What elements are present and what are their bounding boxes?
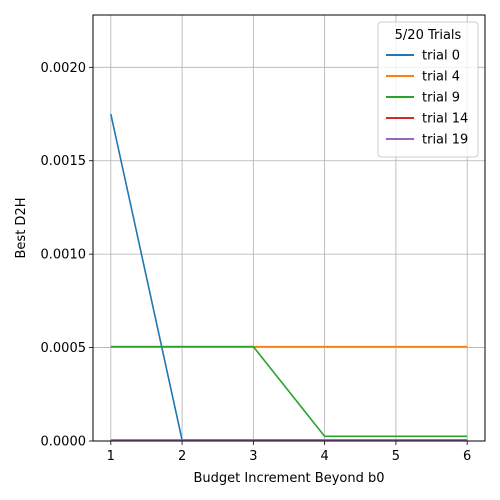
y-tick-label: 0.0015 — [41, 154, 87, 169]
legend-label: trial 4 — [422, 70, 460, 85]
x-tick-label: 3 — [249, 449, 257, 464]
y-tick-label: 0.0005 — [41, 341, 87, 356]
legend: 5/20 Trials trial 0 trial 4 trial 9 trial 1… — [378, 22, 478, 157]
x-tick-label: 4 — [320, 449, 328, 464]
x-tick-label: 1 — [107, 449, 115, 464]
x-tick-label: 5 — [392, 449, 400, 464]
legend-label: trial 14 — [422, 112, 468, 127]
legend-label: trial 9 — [422, 91, 460, 106]
legend-label: trial 0 — [422, 49, 460, 64]
y-axis-label: Best D2H — [14, 198, 29, 259]
x-axis-label: Budget Increment Beyond b0 — [193, 471, 384, 486]
legend-title: 5/20 Trials — [395, 28, 462, 43]
y-tick-label: 0.0000 — [41, 435, 87, 450]
x-tick-label: 2 — [178, 449, 186, 464]
x-tick-label: 6 — [463, 449, 471, 464]
legend-label: trial 19 — [422, 133, 468, 148]
y-tick-label: 0.0020 — [41, 61, 87, 76]
y-tick-label: 0.0010 — [41, 248, 87, 263]
